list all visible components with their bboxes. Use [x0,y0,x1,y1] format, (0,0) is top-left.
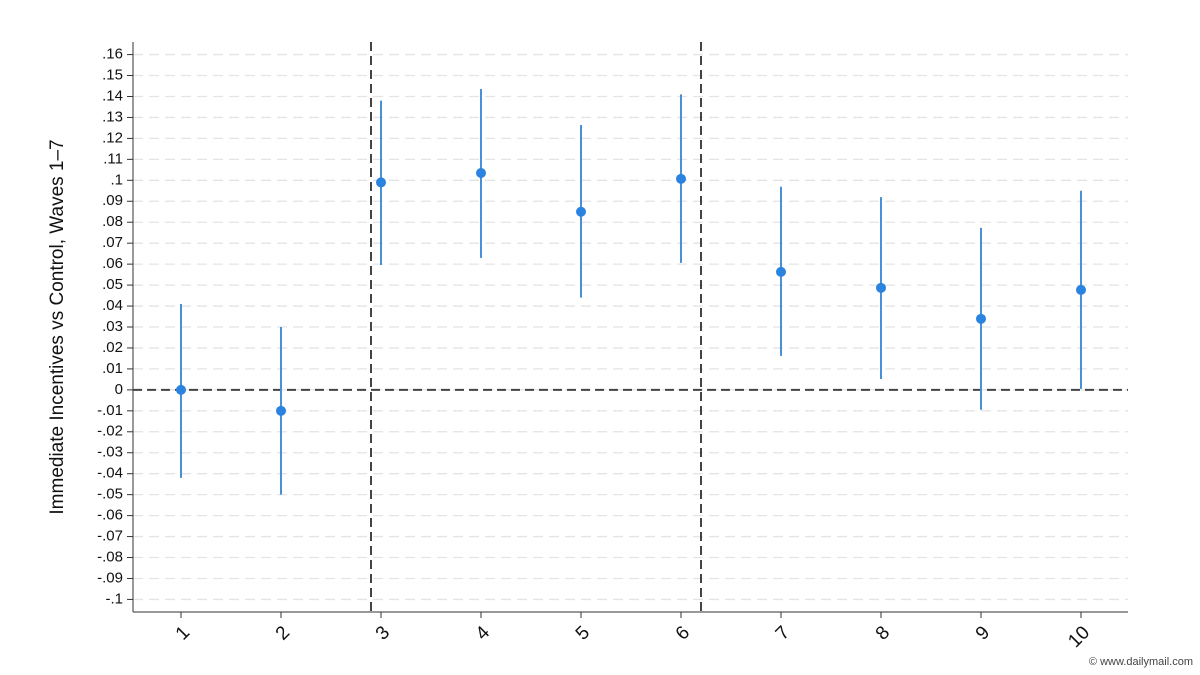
y-tick-label: -.05 [97,486,123,503]
y-tick-label: -.03 [97,444,123,461]
y-tick-label: -.09 [97,569,123,586]
y-tick-label: .11 [103,150,123,167]
x-tick-label: 10 [1064,622,1094,652]
y-tick-label: .07 [102,234,123,251]
x-tick-label: 8 [872,622,894,644]
y-tick-label: .01 [102,360,123,377]
y-tick-label: .12 [102,129,123,146]
y-tick-label: .13 [102,108,123,125]
x-tick-label: 7 [772,622,794,644]
point [476,167,486,178]
y-tick-label: -.04 [97,465,123,482]
x-tick-label: 3 [372,622,394,644]
point [876,282,886,293]
y-axis-label: Immediate Incentives vs Control, Waves 1… [47,139,68,514]
y-tick-label: .16 [102,46,123,63]
x-tick-label: 1 [172,622,194,644]
point [1076,284,1086,295]
y-tick-label: .14 [102,87,123,104]
y-tick-label: .1 [110,171,123,188]
point [376,177,386,188]
y-tick-label: -.02 [97,423,123,440]
y-tick-label: -.1 [105,590,123,607]
y-tick-label: .15 [102,66,123,83]
y-tick-label: .09 [102,192,123,209]
watermark: © www.dailymail.com [1089,656,1193,668]
x-tick-label: 6 [672,622,694,644]
point [576,206,586,217]
point [676,173,686,184]
y-tick-label: .04 [102,297,123,314]
point [776,266,786,277]
x-tick-label: 4 [472,622,495,645]
y-tick-label: .08 [102,213,123,230]
y-tick-label: .05 [102,276,123,293]
point [976,313,986,324]
y-tick-label: .03 [102,318,123,335]
y-tick-label: 0 [115,381,123,398]
y-tick-label: .06 [102,255,123,272]
point [176,384,186,395]
y-tick-label: .02 [102,339,123,356]
y-tick-label: -.06 [97,507,123,524]
y-tick-label: -.08 [97,548,123,565]
y-tick-label: -.07 [97,528,123,545]
point [276,405,286,416]
y-tick-label: -.01 [97,402,123,419]
x-tick-label: 9 [972,622,994,644]
x-tick-label: 5 [572,622,594,644]
x-tick-label: 2 [272,622,294,644]
